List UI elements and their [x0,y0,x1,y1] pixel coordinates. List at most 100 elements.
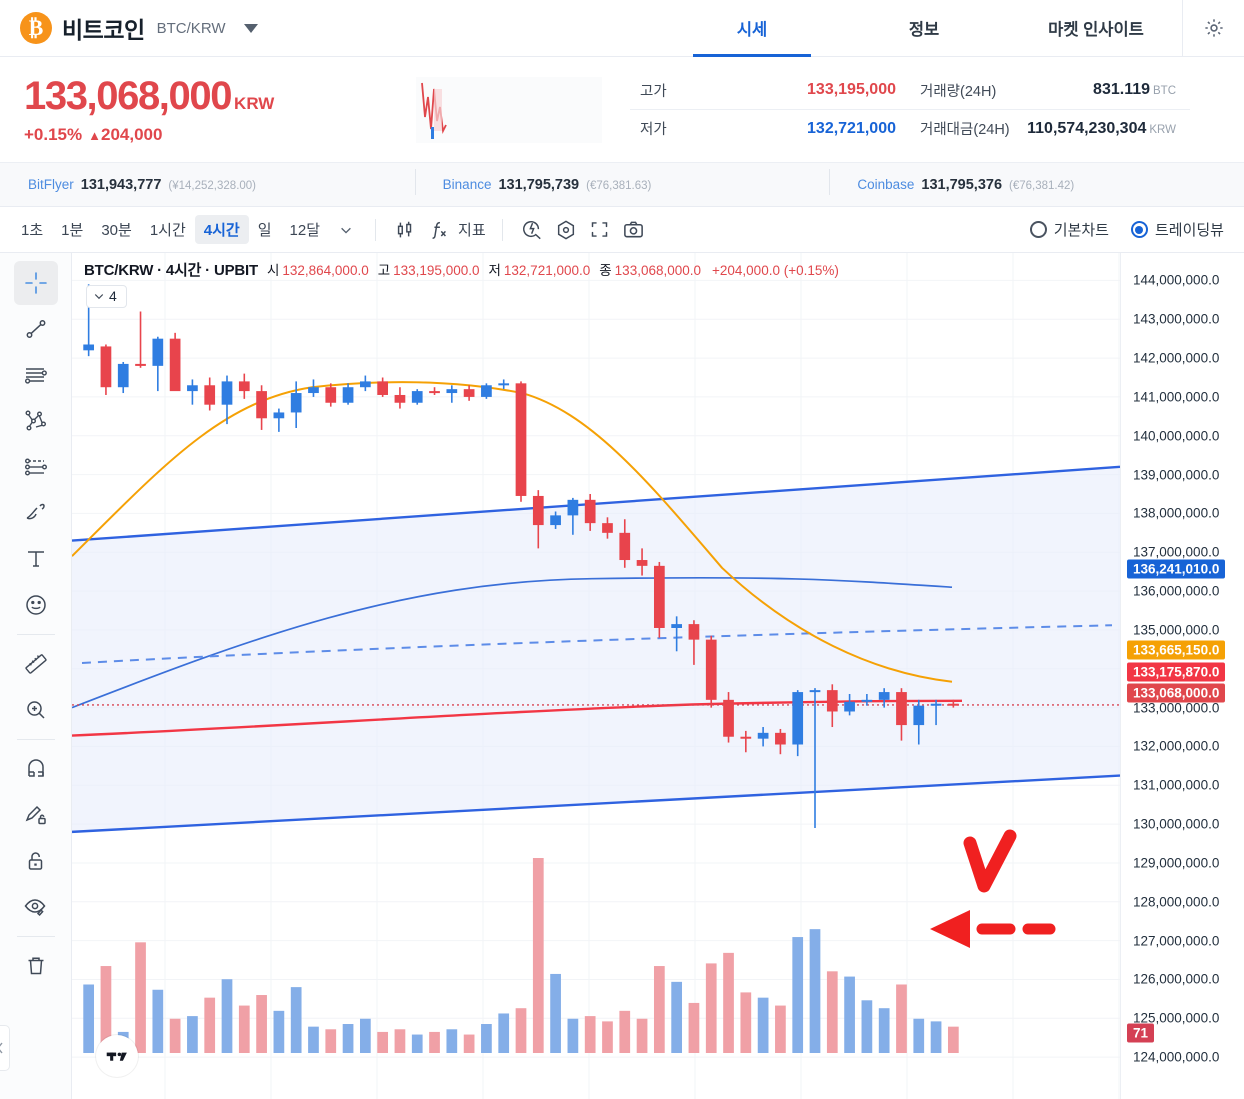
tool-crosshair[interactable] [13,261,58,305]
tool-horizontal-lines[interactable] [14,353,58,397]
chart-mode-tradingview[interactable]: 트레이딩뷰 [1130,219,1224,240]
tool-brush[interactable] [14,491,58,535]
tool-zoom-in[interactable] [14,688,58,732]
stat-turnover: 거래대금(24H) 110,574,230,304 KRW [910,110,1190,148]
legend-close-key: 종 [599,263,612,278]
candle-type-button[interactable] [388,215,422,245]
tool-fib-pattern[interactable] [14,399,58,443]
stat-volume-label: 거래량(24H) [920,83,997,100]
timeframe-4h[interactable]: 4시간 [194,215,249,244]
price-change: +0.15% ▲204,000 [24,125,400,145]
stat-high: 고가 133,195,000 [630,72,910,110]
price-tag-0[interactable]: 136,241,010.0 [1127,559,1226,579]
exchange-binance[interactable]: Binance 131,795,739 (€76,381.63) [414,168,830,195]
chart-mode-basic[interactable]: 기본차트 [1029,219,1109,240]
replay-icon [522,220,541,239]
rail-collapse-button[interactable] [0,1025,10,1071]
legend-change: +204,000.0 (+0.15%) [712,263,839,278]
trend-line-icon [26,320,45,338]
lock-icon [28,852,42,870]
magnet-icon [27,759,44,777]
tool-trend-line[interactable] [14,307,58,351]
timeframe-1h[interactable]: 1시간 [149,222,186,239]
price-tag-3[interactable]: 133,068,000.0 [1127,683,1226,703]
stat-turnover-label: 거래대금(24H) [920,122,1010,138]
rail-divider-2 [16,739,55,740]
candlestick-icon [397,221,412,237]
tab-sise[interactable]: 시세 [666,0,838,56]
stat-turnover-number: 110,574,230,304 [1027,119,1147,137]
tab-jeongbo[interactable]: 정보 [908,21,940,39]
price-tick: 132,000,000.0 [1133,738,1220,754]
exchange-bitflyer[interactable]: BitFlyer 131,943,777 (¥14,252,328.00) [0,177,415,193]
price-change-pct: +0.15% [24,124,83,144]
stat-high-value: 133,195,000 [807,81,896,98]
stat-high-label: 고가 [640,83,667,100]
stat-turnover-unit: KRW [1149,123,1176,136]
timeframe-1m[interactable]: 1분 [61,222,84,239]
tool-emoji[interactable] [14,583,58,627]
legend-high-key: 고 [377,263,391,278]
current-price-currency: KRW [234,93,275,113]
chevron-left-icon [0,1042,3,1054]
coin-pair: BTC/KRW [156,19,226,37]
chevron-down-icon [341,227,351,234]
timeframe-12mo[interactable]: 12달 [289,222,321,239]
exchange-comparison-bar: BitFlyer 131,943,777 (¥14,252,328.00) Bi… [0,163,1244,207]
symbol-selector[interactable]: ₿ 비트코인 BTC/KRW [0,11,258,45]
timeframe-more-button[interactable] [329,215,363,245]
tool-delete[interactable] [14,944,58,988]
timeframe-1s[interactable]: 1초 [21,222,44,239]
price-tick: 136,000,000.0 [1133,583,1220,599]
exchange-coinbase-alt: (€76,381.42) [1009,179,1075,192]
legend-low-value: 132,721,000.0 [503,263,591,278]
drawing-tools-rail [0,253,72,1099]
timeframe-badge[interactable]: 4 [86,285,127,308]
timeframe-1d[interactable]: 일 [257,222,272,239]
price-tick: 137,000,000.0 [1133,544,1220,560]
settings-button[interactable] [1182,0,1244,56]
tool-measure[interactable] [14,642,58,686]
chart-settings-button[interactable] [549,215,583,245]
replay-button[interactable] [515,215,549,245]
tool-text[interactable] [14,537,58,581]
stat-turnover-value: 110,574,230,304 KRW [1027,120,1176,138]
price-tick: 142,000,000.0 [1133,350,1220,366]
price-tag-2[interactable]: 133,175,870.0 [1127,662,1226,682]
chart-plot-area[interactable]: BTC/KRW · 4시간 · UPBIT 시 132,864,000.0 고 13… [71,253,1121,1099]
toolbar-divider-2 [501,218,503,241]
app-header: ₿ 비트코인 BTC/KRW 시세 정보 마켓 인사이트 [0,0,1244,57]
timeframe-badge-label: 4 [109,288,117,304]
snapshot-button[interactable] [617,215,651,245]
tool-lock[interactable] [14,839,58,883]
timeframe-30m[interactable]: 30분 [101,222,132,239]
tradingview-logo[interactable] [96,1035,138,1077]
price-tick: 125,000,000.0 [1133,1010,1220,1026]
price-sparkline [416,76,602,143]
stat-volume-number: 831.119 [1093,81,1150,98]
chevron-down-icon[interactable] [243,23,258,33]
tool-draw-lock[interactable] [14,793,58,837]
tool-hide-drawings[interactable] [14,885,58,929]
tool-magnet[interactable] [14,747,58,791]
indicators-fx-button[interactable] [422,215,456,245]
price-tick: 140,000,000.0 [1133,428,1220,444]
legend-open-value: 132,864,000.0 [282,263,369,278]
draw-lock-icon [25,805,46,825]
radio-selected-icon [1130,221,1148,238]
price-axis[interactable]: 144,000,000.0 143,000,000.0 142,000,000.0 1… [1120,253,1244,1099]
text-icon [27,551,44,567]
rail-divider-1 [16,634,55,635]
exchange-binance-alt: (€76,381.63) [586,179,652,192]
tool-prediction[interactable] [14,445,58,489]
tab-market-insight[interactable]: 마켓 인사이트 [1048,21,1144,39]
chevron-down-icon [94,294,104,300]
indicators-label[interactable]: 지표 [458,222,486,239]
stat-low: 저가 132,721,000 [630,110,910,148]
price-tag-4[interactable]: 71 [1127,1023,1155,1043]
market-stats: 고가 133,195,000 저가 132,721,000 거래량(24H) 8… [630,72,1190,148]
fullscreen-button[interactable] [583,215,617,245]
price-tag-1[interactable]: 133,665,150.0 [1127,640,1226,660]
bitcoin-icon: ₿ [20,12,52,44]
exchange-coinbase[interactable]: Coinbase 131,795,376 (€76,381.42) [829,168,1244,195]
